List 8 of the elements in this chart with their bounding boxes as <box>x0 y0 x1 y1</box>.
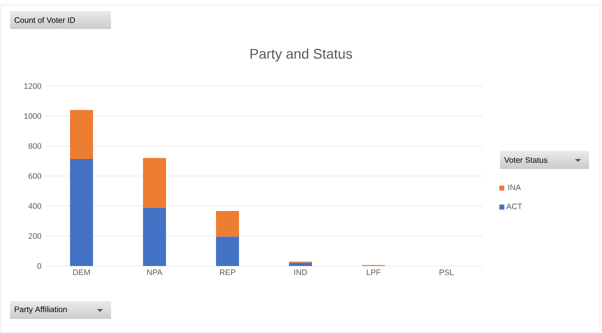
bar <box>216 210 240 237</box>
bar <box>70 110 94 160</box>
bar <box>143 208 166 266</box>
bar <box>289 262 312 266</box>
chart-title: Party and Status <box>250 48 352 62</box>
bar <box>70 159 94 266</box>
bar <box>143 158 166 208</box>
bar <box>216 236 240 266</box>
